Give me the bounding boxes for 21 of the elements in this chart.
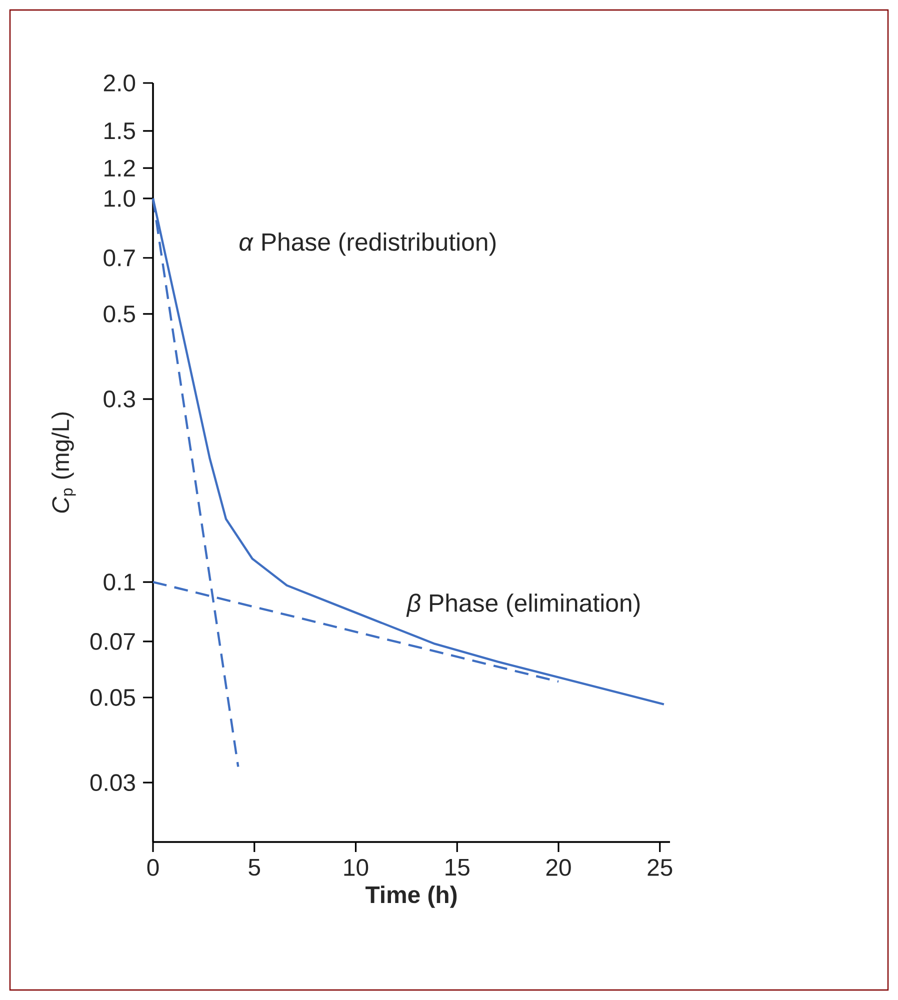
annotation: α Phase (redistribution) bbox=[240, 232, 496, 256]
x-tick-label: 15 bbox=[446, 859, 470, 876]
y-tick-label: 0.3 bbox=[104, 390, 135, 408]
y-tick-label: 0.05 bbox=[90, 689, 135, 706]
y-tick-label: 2.0 bbox=[104, 74, 136, 92]
y-tick-label: 0.1 bbox=[104, 574, 135, 590]
x-tick-label: 25 bbox=[648, 859, 672, 876]
annotation: β Phase (elimination) bbox=[406, 594, 640, 617]
y-tick-label: 0.03 bbox=[90, 774, 135, 792]
x-tick-label: 0 bbox=[147, 859, 159, 876]
y-axis-title: C$_{p}$ (mg/L) bbox=[52, 412, 76, 513]
y-tick-label: 0.5 bbox=[104, 305, 135, 322]
y-tick-label: 1.2 bbox=[104, 160, 135, 176]
x-axis-title: Time (h) bbox=[366, 886, 457, 908]
x-tick-label: 10 bbox=[344, 859, 368, 876]
x-tick-label: 5 bbox=[248, 859, 260, 876]
y-tick-label: 0.07 bbox=[90, 633, 135, 650]
x-tick-label: 20 bbox=[546, 859, 571, 876]
y-tick-label: 0.7 bbox=[104, 249, 135, 266]
y-tick-label: 1.5 bbox=[104, 122, 135, 140]
y-tick-label: 1.0 bbox=[104, 190, 136, 207]
